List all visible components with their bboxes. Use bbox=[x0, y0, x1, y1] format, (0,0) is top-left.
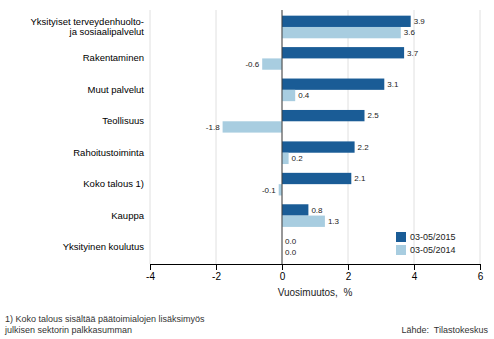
data-labels: 0.0 0.8 2.1 2.2 2.5 3.1 3.7 3.9 0.0 1.3 -0.1 0.2 -1.… bbox=[206, 17, 426, 257]
tick: -2 bbox=[212, 264, 221, 282]
legend-label: 03-05/2015 bbox=[410, 232, 456, 242]
grid-line bbox=[216, 10, 217, 264]
grid-line bbox=[282, 10, 283, 264]
legend-item: 03-05/2014 bbox=[396, 245, 456, 255]
tick: Teollisuus bbox=[102, 115, 144, 126]
legend-label: 03-05/2014 bbox=[410, 245, 456, 255]
x-axis: -4 -2 0 2 4 6 bbox=[146, 264, 484, 282]
tick: 4 bbox=[412, 264, 418, 282]
grid-line bbox=[480, 10, 481, 264]
legend: 03-05/2015 03-05/2014 bbox=[396, 232, 456, 255]
tick-mark bbox=[348, 264, 349, 270]
chart: 0.0 0.8 2.1 2.2 2.5 3.1 3.7 3.9 0.0 1.3 -0.1 0.2 -1.… bbox=[0, 0, 494, 339]
tick: Yksityiset terveydenhuolto-ja sosiaalipa… bbox=[30, 16, 144, 37]
tick-label: 0 bbox=[280, 271, 286, 282]
data-label: 0.8 bbox=[311, 206, 323, 215]
tick: Kauppa bbox=[111, 210, 144, 221]
tick-label: 4 bbox=[412, 271, 418, 282]
tick-label: Koko talous 1) bbox=[83, 178, 144, 189]
bar bbox=[282, 90, 295, 101]
tick: 0 bbox=[280, 264, 286, 282]
data-label: -0.6 bbox=[245, 60, 259, 69]
tick-mark bbox=[480, 264, 481, 270]
bar bbox=[282, 204, 308, 215]
data-label: 0.2 bbox=[292, 154, 304, 163]
bar bbox=[282, 110, 365, 121]
tick-label: -2 bbox=[212, 271, 221, 282]
grid bbox=[150, 10, 480, 264]
tick-mark bbox=[216, 264, 217, 270]
tick-label: Rahoitustoiminta bbox=[73, 147, 144, 158]
data-label: 3.9 bbox=[414, 17, 426, 26]
data-label: 0.0 bbox=[285, 237, 297, 246]
tick-label: Rakentaminen bbox=[83, 52, 144, 63]
tick: Muut palvelut bbox=[87, 84, 144, 95]
legend-swatch bbox=[396, 232, 406, 242]
bar bbox=[282, 16, 411, 27]
bar bbox=[282, 153, 289, 164]
plot: 0.0 0.8 2.1 2.2 2.5 3.1 3.7 3.9 0.0 1.3 -0.1 0.2 -1.… bbox=[30, 10, 483, 298]
tick-label: Kauppa bbox=[111, 210, 144, 221]
axis-line bbox=[151, 265, 481, 271]
data-label: 3.7 bbox=[407, 49, 419, 58]
tick: Rakentaminen bbox=[83, 52, 144, 63]
tick-label: Yksityinen koulutus bbox=[63, 241, 145, 252]
source: Lähde: Tilastokeskus bbox=[401, 325, 488, 335]
y-axis: Yksityiset terveydenhuolto-ja sosiaalipa… bbox=[30, 16, 144, 252]
grid-line bbox=[150, 10, 151, 264]
data-label: -0.1 bbox=[262, 186, 276, 195]
data-label: 1.3 bbox=[328, 217, 340, 226]
legend-item: 03-05/2015 bbox=[396, 232, 456, 242]
tick-label: 2 bbox=[346, 271, 352, 282]
bar bbox=[223, 121, 282, 132]
bar bbox=[262, 58, 282, 69]
tick-label: 6 bbox=[478, 271, 484, 282]
zero-line bbox=[282, 10, 283, 264]
data-label: 3.1 bbox=[387, 80, 399, 89]
tick-label: -4 bbox=[146, 271, 155, 282]
data-label: 2.5 bbox=[368, 111, 380, 120]
tick: 6 bbox=[478, 264, 484, 282]
tick-label: Teollisuus bbox=[102, 115, 144, 126]
tick: 2 bbox=[346, 264, 352, 282]
data-label: 3.6 bbox=[404, 28, 416, 37]
tick-label: Muut palvelut bbox=[87, 84, 144, 95]
tick-mark bbox=[150, 264, 151, 270]
bars bbox=[223, 16, 411, 227]
tick: Koko talous 1) bbox=[83, 178, 144, 189]
legend-swatch bbox=[396, 245, 406, 255]
data-label: 0.4 bbox=[298, 91, 310, 100]
tick: -4 bbox=[146, 264, 155, 282]
data-label: -1.8 bbox=[206, 123, 220, 132]
bar bbox=[282, 141, 355, 152]
tick-mark bbox=[282, 264, 283, 270]
bar bbox=[282, 173, 351, 184]
data-label: 2.2 bbox=[358, 143, 370, 152]
tick: Yksityinen koulutus bbox=[63, 241, 145, 252]
bar bbox=[282, 27, 401, 38]
bar bbox=[282, 47, 404, 58]
tick-label: Yksityiset terveydenhuolto-ja sosiaalipa… bbox=[30, 16, 144, 37]
data-label: 2.1 bbox=[354, 174, 366, 183]
tick-mark bbox=[414, 264, 415, 270]
bar bbox=[282, 79, 384, 90]
data-label: 0.0 bbox=[285, 248, 297, 257]
bar bbox=[282, 216, 325, 227]
tick: Rahoitustoiminta bbox=[73, 147, 144, 158]
x-axis-label: Vuosimuutos, % bbox=[278, 287, 353, 298]
footnote: 1) Koko talous sisältää päätoimialojen l… bbox=[4, 314, 205, 335]
